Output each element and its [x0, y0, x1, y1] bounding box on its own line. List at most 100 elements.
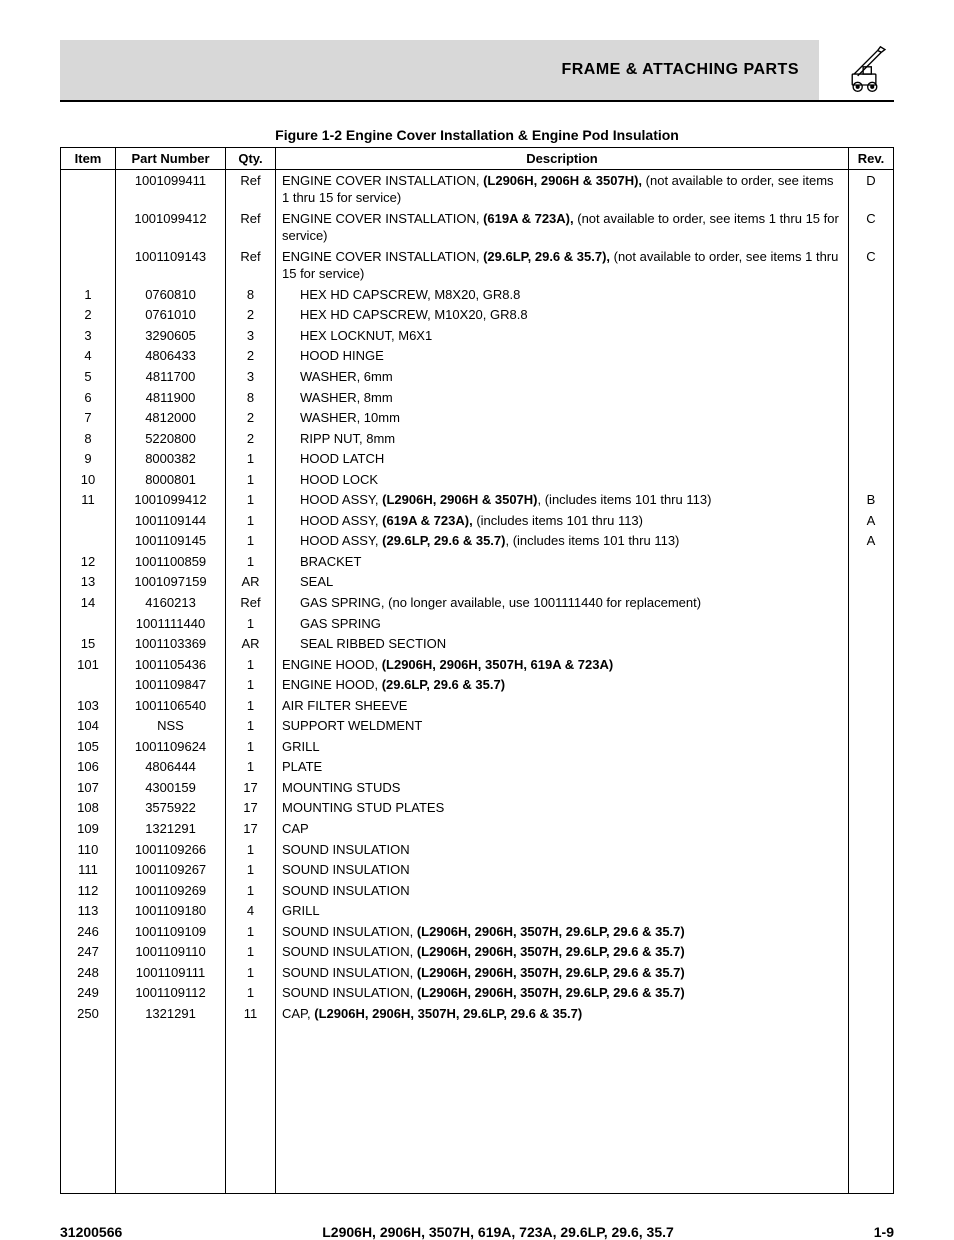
- cell-item: [61, 170, 116, 209]
- cell-rev: [849, 469, 894, 490]
- cell-rev: [849, 366, 894, 387]
- cell-qty: 2: [226, 428, 276, 449]
- cell-item: 12: [61, 551, 116, 572]
- cell-item: [61, 531, 116, 552]
- cell-rev: [849, 408, 894, 429]
- cell-item: 14: [61, 592, 116, 613]
- footer-left: 31200566: [60, 1224, 122, 1240]
- table-row: 104NSS1SUPPORT WELDMENT: [61, 716, 894, 737]
- table-row: 144160213RefGAS SPRING, (no longer avail…: [61, 592, 894, 613]
- cell-part-number: 4806444: [116, 757, 226, 778]
- section-title: FRAME & ATTACHING PARTS: [561, 61, 799, 79]
- cell-part-number: 1001099412: [116, 490, 226, 511]
- cell-qty: 1: [226, 490, 276, 511]
- cell-rev: [849, 695, 894, 716]
- cell-part-number: 1001111440: [116, 613, 226, 634]
- table-row: 332906053HEX LOCKNUT, M6X1: [61, 325, 894, 346]
- cell-description: HOOD LOCK: [276, 469, 849, 490]
- cell-item: 249: [61, 983, 116, 1004]
- cell-item: 250: [61, 1003, 116, 1024]
- cell-qty: 2: [226, 346, 276, 367]
- cell-item: 11: [61, 490, 116, 511]
- cell-description: GRILL: [276, 736, 849, 757]
- table-row: 1210011008591BRACKET: [61, 551, 894, 572]
- cell-rev: [849, 551, 894, 572]
- cell-item: 5: [61, 366, 116, 387]
- cell-rev: [849, 613, 894, 634]
- cell-rev: [849, 901, 894, 922]
- table-row: 1001099412RefENGINE COVER INSTALLATION, …: [61, 208, 894, 246]
- cell-qty: 3: [226, 366, 276, 387]
- cell-description: ENGINE COVER INSTALLATION, (29.6LP, 29.6…: [276, 246, 849, 284]
- cell-item: 108: [61, 798, 116, 819]
- table-row: 10310011065401AIR FILTER SHEEVE: [61, 695, 894, 716]
- cell-rev: [849, 325, 894, 346]
- cell-description: AIR FILTER SHEEVE: [276, 695, 849, 716]
- cell-qty: 1: [226, 860, 276, 881]
- cell-description: HOOD HINGE: [276, 346, 849, 367]
- cell-part-number: 8000801: [116, 469, 226, 490]
- cell-description: MOUNTING STUDS: [276, 777, 849, 798]
- table-row: 151001103369ARSEAL RIBBED SECTION: [61, 634, 894, 655]
- cell-rev: [849, 736, 894, 757]
- cell-item: 112: [61, 880, 116, 901]
- cell-part-number: 0760810: [116, 284, 226, 305]
- cell-qty: 1: [226, 983, 276, 1004]
- cell-part-number: 1001109145: [116, 531, 226, 552]
- table-row: 131001097159ARSEAL: [61, 572, 894, 593]
- cell-description: PLATE: [276, 757, 849, 778]
- cell-rev: [849, 592, 894, 613]
- cell-item: 7: [61, 408, 116, 429]
- cell-item: 10: [61, 469, 116, 490]
- cell-part-number: 4811900: [116, 387, 226, 408]
- cell-description: SOUND INSULATION, (L2906H, 2906H, 3507H,…: [276, 983, 849, 1004]
- cell-rev: [849, 449, 894, 470]
- cell-description: SEAL: [276, 572, 849, 593]
- cell-description: MOUNTING STUD PLATES: [276, 798, 849, 819]
- cell-item: 247: [61, 942, 116, 963]
- table-row: 1001099411RefENGINE COVER INSTALLATION, …: [61, 170, 894, 209]
- table-row: 107608108HEX HD CAPSCREW, M8X20, GR8.8: [61, 284, 894, 305]
- cell-description: GRILL: [276, 901, 849, 922]
- table-row: 10011098471ENGINE HOOD, (29.6LP, 29.6 & …: [61, 675, 894, 696]
- cell-part-number: 4300159: [116, 777, 226, 798]
- table-row: 10110011054361ENGINE HOOD, (L2906H, 2906…: [61, 654, 894, 675]
- cell-item: 15: [61, 634, 116, 655]
- cell-item: [61, 246, 116, 284]
- cell-rev: [849, 839, 894, 860]
- cell-description: CAP, (L2906H, 2906H, 3507H, 29.6LP, 29.6…: [276, 1003, 849, 1024]
- cell-rev: [849, 983, 894, 1004]
- footer-right: 1-9: [874, 1224, 894, 1240]
- cell-part-number: 1001109180: [116, 901, 226, 922]
- cell-description: WASHER, 6mm: [276, 366, 849, 387]
- cell-item: [61, 208, 116, 246]
- cell-rev: A: [849, 510, 894, 531]
- figure-title: Figure 1-2 Engine Cover Installation & E…: [60, 127, 894, 143]
- cell-item: 246: [61, 921, 116, 942]
- table-row: 11010011092661SOUND INSULATION: [61, 839, 894, 860]
- table-row: 250132129111CAP, (L2906H, 2906H, 3507H, …: [61, 1003, 894, 1024]
- cell-qty: 17: [226, 798, 276, 819]
- cell-qty: 8: [226, 284, 276, 305]
- cell-part-number: 4811700: [116, 366, 226, 387]
- cell-qty: 11: [226, 1003, 276, 1024]
- cell-part-number: 0761010: [116, 305, 226, 326]
- cell-rev: [849, 880, 894, 901]
- table-row: 448064332HOOD HINGE: [61, 346, 894, 367]
- cell-qty: AR: [226, 572, 276, 593]
- table-row: 24710011091101SOUND INSULATION, (L2906H,…: [61, 942, 894, 963]
- cell-qty: 1: [226, 695, 276, 716]
- header-bar: FRAME & ATTACHING PARTS: [60, 40, 894, 102]
- cell-part-number: 1001109266: [116, 839, 226, 860]
- cell-part-number: 5220800: [116, 428, 226, 449]
- cell-part-number: NSS: [116, 716, 226, 737]
- cell-part-number: 1001109847: [116, 675, 226, 696]
- cell-qty: 1: [226, 469, 276, 490]
- cell-rev: [849, 962, 894, 983]
- table-row: 108357592217MOUNTING STUD PLATES: [61, 798, 894, 819]
- cell-rev: [849, 675, 894, 696]
- cell-item: 8: [61, 428, 116, 449]
- cell-part-number: 1001109144: [116, 510, 226, 531]
- cell-description: GAS SPRING, (no longer available, use 10…: [276, 592, 849, 613]
- cell-item: 2: [61, 305, 116, 326]
